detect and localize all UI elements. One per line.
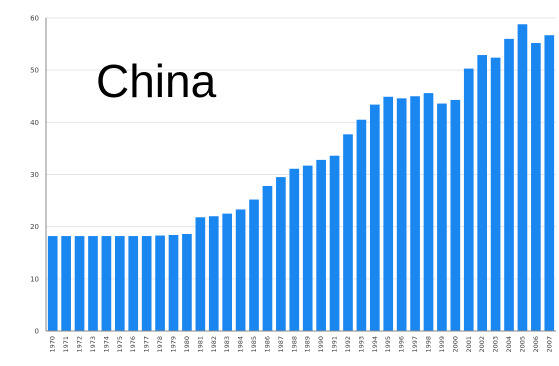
x-tick-label: 1982 [210, 336, 218, 353]
y-tick-label: 10 [30, 275, 39, 283]
bar-2002 [477, 55, 488, 332]
y-tick-label: 0 [35, 328, 39, 336]
bar-1973 [88, 236, 98, 331]
y-tick-label: 20 [30, 223, 39, 231]
x-tick-label: 2000 [451, 336, 459, 353]
bar-1997 [410, 96, 420, 331]
bar-1986 [262, 185, 273, 331]
x-tick-label: 1974 [102, 336, 110, 353]
x-tick-label: 1995 [384, 336, 392, 353]
bar-1984 [235, 209, 246, 331]
x-tick-label: 1975 [116, 336, 124, 353]
bar-2000 [450, 99, 461, 331]
axes [45, 18, 556, 332]
x-tick-label: 1987 [277, 336, 285, 353]
bar-1977 [141, 236, 152, 331]
bar-1978 [155, 235, 165, 331]
bar-1987 [276, 177, 286, 331]
bar-1993 [356, 119, 367, 331]
bar-1996 [396, 98, 407, 331]
x-tick-label: 1998 [425, 336, 433, 353]
x-tick-label: 1981 [196, 336, 204, 353]
bars [47, 24, 555, 332]
y-tick-labels: 0 10 20 30 40 50 60 [30, 15, 39, 336]
bar-1971 [61, 236, 71, 331]
bar-1970 [47, 236, 58, 331]
x-tick-label: 1988 [290, 336, 298, 353]
bar-2004 [504, 38, 514, 331]
x-tick-label: 1985 [250, 336, 258, 353]
x-tick-label: 1983 [223, 336, 231, 353]
bar-2006 [531, 43, 541, 331]
chart-title: China [96, 55, 217, 107]
x-tick-label: 2005 [518, 336, 526, 353]
x-tick-label: 1978 [156, 336, 164, 353]
bar-1976 [128, 236, 139, 331]
bar-1994 [369, 104, 380, 331]
y-tick-label: 40 [30, 119, 39, 127]
x-tick-label: 2002 [478, 336, 486, 353]
x-tick-label: 1993 [357, 336, 365, 353]
bar-1980 [182, 233, 192, 331]
x-tick-label: 1977 [143, 336, 151, 353]
x-tick-label: 1973 [89, 336, 97, 353]
bar-2005 [517, 24, 528, 331]
x-tick-label: 1986 [263, 336, 271, 353]
bar-1999 [437, 103, 447, 331]
x-tick-label: 1976 [129, 336, 137, 353]
x-tick-label: 1989 [304, 336, 312, 353]
bar-1989 [302, 165, 313, 331]
x-tick-label: 1997 [411, 336, 419, 353]
x-tick-label: 1996 [398, 336, 406, 353]
x-tick-label: 1979 [170, 336, 178, 353]
y-tick-label: 60 [30, 15, 39, 23]
bar-1974 [101, 236, 112, 331]
x-tick-label: 2007 [545, 336, 553, 353]
bar-1972 [74, 236, 85, 331]
bar-1995 [383, 96, 394, 331]
x-tick-label: 1972 [76, 336, 84, 353]
bar-1975 [114, 236, 125, 331]
bar-1990 [316, 159, 326, 331]
bar-2001 [463, 68, 474, 331]
x-tick-label: 1994 [371, 336, 379, 353]
bar-2003 [490, 57, 501, 331]
bar-1988 [289, 168, 300, 331]
bar-1991 [329, 155, 340, 331]
y-tick-label: 30 [30, 171, 39, 179]
x-tick-label: 2006 [532, 336, 540, 353]
bar-1998 [423, 93, 434, 332]
x-tick-label: 1971 [62, 336, 70, 353]
bar-1981 [195, 217, 206, 331]
x-tick-label: 1992 [344, 336, 352, 353]
bar-1992 [343, 134, 353, 331]
x-tick-label: 1980 [183, 336, 191, 353]
y-tick-label: 50 [30, 67, 39, 75]
x-tick-label: 2003 [492, 336, 500, 353]
x-tick-label: 1970 [49, 336, 57, 353]
bar-2007 [544, 35, 555, 332]
x-tick-label: 2004 [505, 336, 513, 353]
x-tick-labels: 1970 1971 1972 1973 1974 1975 1976 1977 1978 1979… [49, 336, 554, 353]
bar-1983 [222, 213, 233, 331]
x-tick-label: 1984 [237, 336, 245, 353]
x-tick-label: 1991 [331, 336, 339, 353]
bar-1982 [208, 216, 219, 331]
x-tick-label: 2001 [465, 336, 473, 353]
bar-1985 [249, 199, 259, 331]
bar-1979 [168, 235, 179, 331]
x-tick-label: 1999 [438, 336, 446, 353]
x-tick-label: 1990 [317, 336, 325, 353]
